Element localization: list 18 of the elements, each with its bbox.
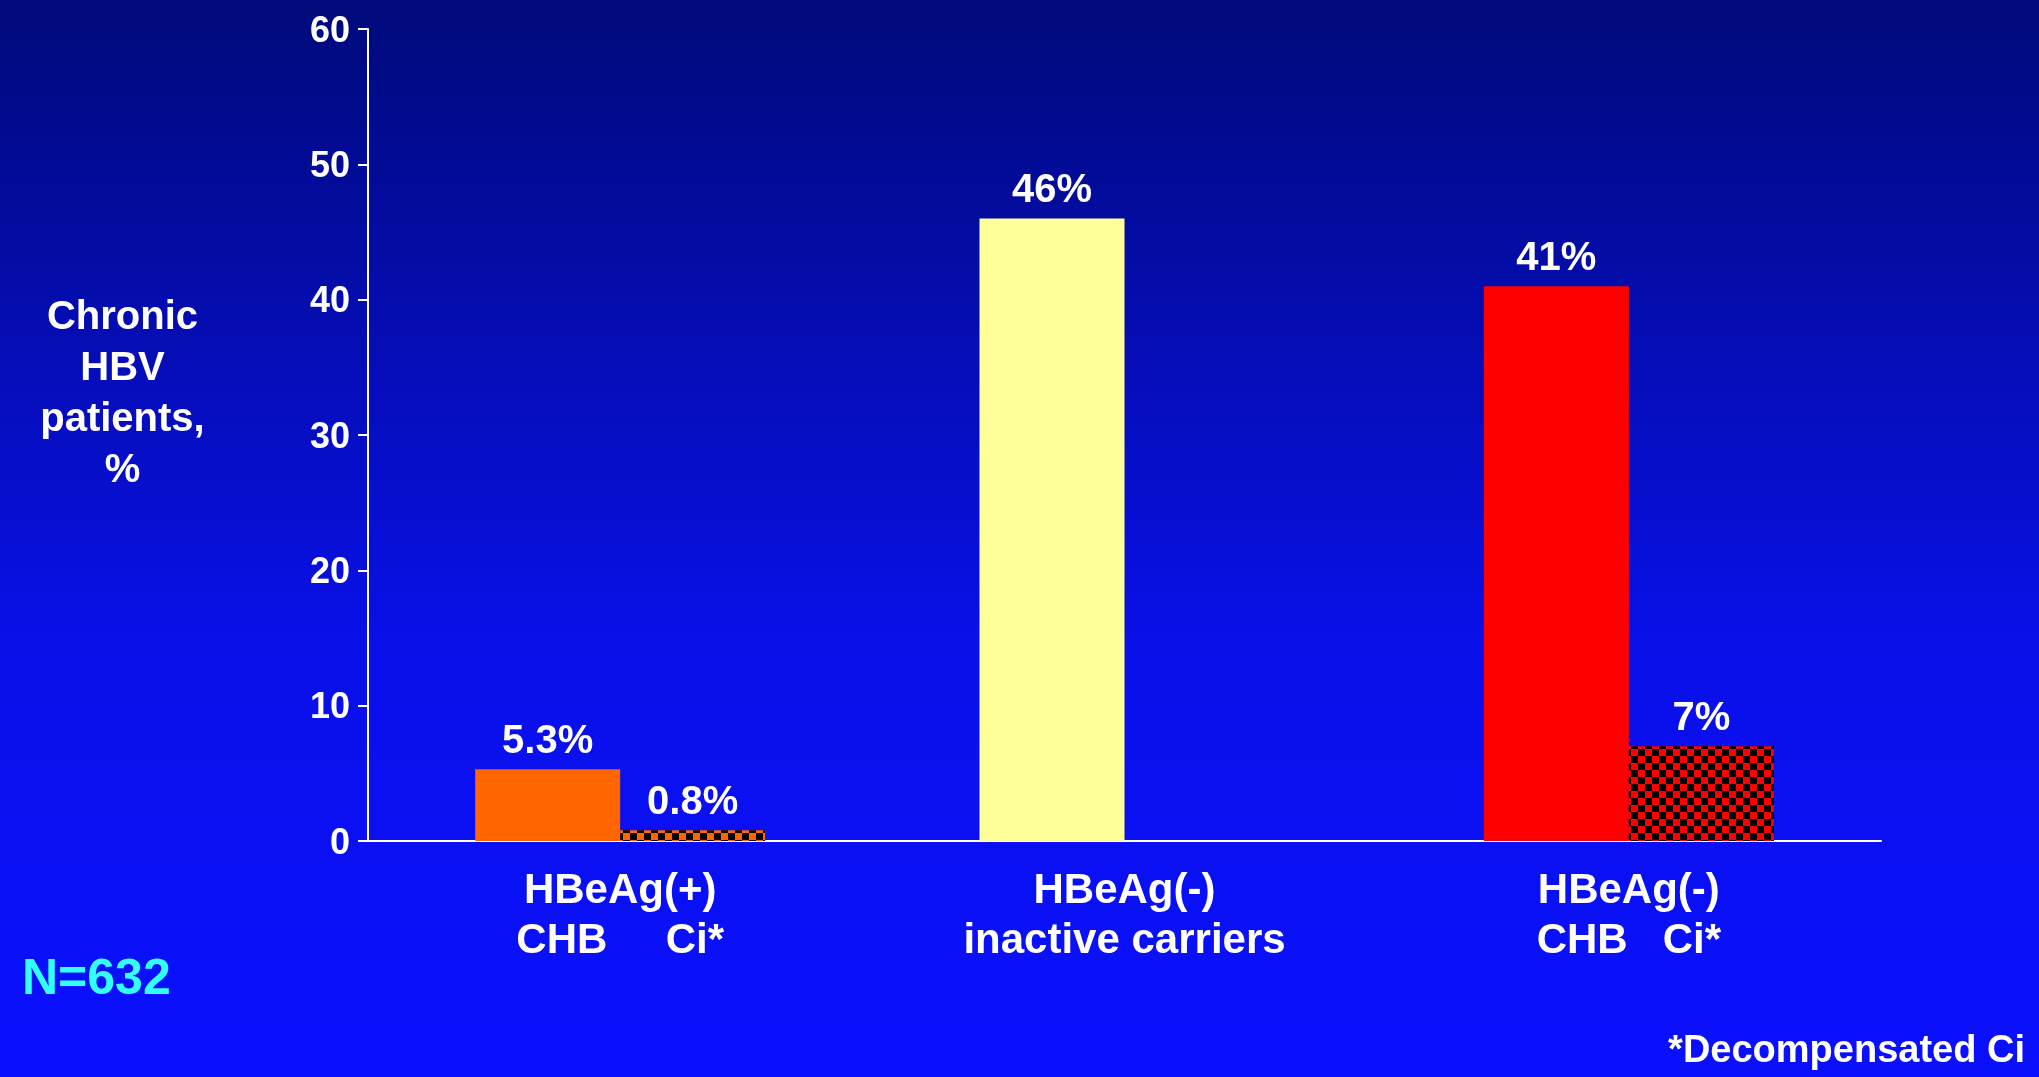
data-label: 46% — [1011, 166, 1093, 211]
text: *Decompensated Ci — [1668, 1028, 2025, 1071]
x-tick-label: HBeAg(-) inactive carriers — [963, 864, 1286, 962]
data-label: 41% — [1516, 234, 1597, 279]
x-tick-label: HBeAg(-) CHB Ci* — [1536, 864, 1722, 962]
y-tick-label: 30 — [309, 414, 350, 456]
data-label: 7% — [1672, 694, 1731, 739]
y-tick-label: 60 — [309, 8, 350, 50]
x-tick-label: HBeAg(+) CHB Ci* — [516, 864, 725, 962]
y-tick-label: 10 — [309, 685, 350, 727]
y-tick-label: 20 — [309, 549, 350, 591]
data-label: 5.3% — [502, 717, 594, 762]
y-tick-label: 50 — [309, 143, 350, 185]
text: N=632 — [22, 948, 171, 1006]
y-tick-label: 40 — [309, 279, 350, 321]
data-label: 0.8% — [647, 778, 739, 823]
y-tick-label: 0 — [329, 820, 350, 862]
y-axis-title: Chronic HBV patients, % — [39, 292, 206, 492]
